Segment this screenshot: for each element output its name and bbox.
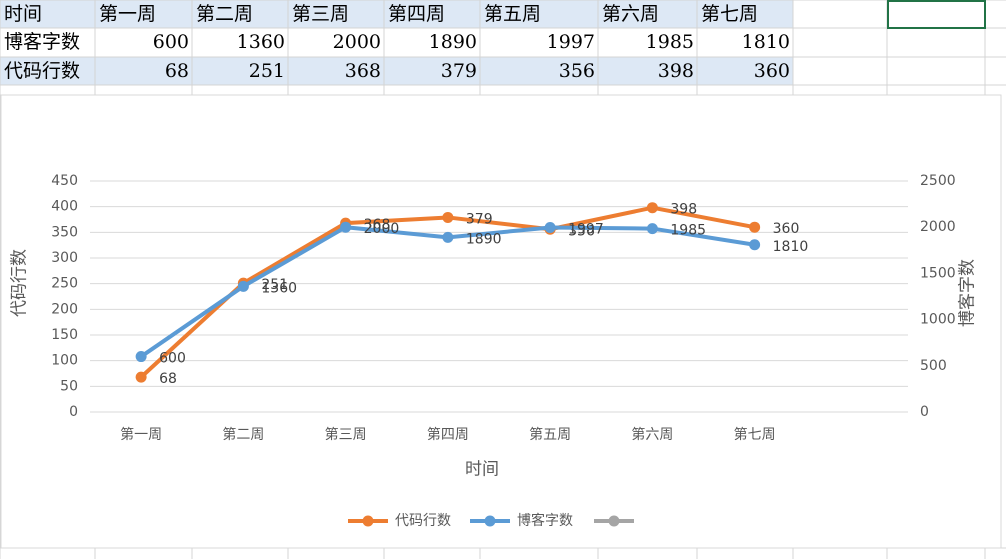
legend-marker — [362, 515, 374, 527]
data-label: 1810 — [773, 239, 809, 255]
number-cell: 1890 — [429, 31, 477, 53]
x-axis-title: 时间 — [465, 460, 499, 480]
y-tick-label: 450 — [51, 173, 78, 189]
data-point — [749, 221, 761, 233]
header-cell: 第一周 — [99, 3, 156, 25]
y-tick-label: 400 — [51, 199, 78, 215]
y-tick-label: 350 — [51, 224, 78, 240]
header-cell: 第五周 — [484, 3, 541, 25]
data-point — [646, 223, 658, 235]
y2-tick-label: 1500 — [920, 265, 956, 281]
header-band — [0, 0, 793, 28]
y2-axis-title: 博客字数 — [958, 259, 978, 327]
x-tick-label: 第二周 — [222, 426, 264, 443]
legend-label: 代码行数 — [395, 513, 451, 529]
selected-cell[interactable] — [887, 0, 986, 29]
data-label: 1985 — [670, 223, 706, 239]
y2-tick-label: 2500 — [920, 173, 956, 189]
number-cell: 2000 — [333, 31, 381, 53]
row-label: 代码行数 — [4, 60, 80, 82]
y-tick-label: 0 — [69, 404, 78, 420]
x-tick-label: 第七周 — [734, 426, 776, 443]
y-tick-label: 250 — [51, 276, 78, 292]
header-cell: 第六周 — [602, 3, 659, 25]
number-cell: 368 — [345, 60, 381, 82]
data-point — [135, 371, 147, 383]
data-point — [646, 202, 658, 214]
number-cell: 356 — [559, 60, 595, 82]
chart: 0 50 100 150 200 250 300 350 400 450 0 500 1000 1500 2… — [10, 173, 978, 529]
number-cell: 1997 — [547, 31, 595, 53]
y2-tick-label: 500 — [920, 358, 947, 374]
number-cell: 251 — [249, 60, 285, 82]
data-point — [442, 211, 454, 223]
row-label: 博客字数 — [4, 31, 80, 53]
x-tick-label: 第五周 — [529, 426, 571, 443]
number-cell: 1810 — [742, 31, 790, 53]
number-cell: 398 — [658, 60, 694, 82]
y2-tick-label: 2000 — [920, 219, 956, 235]
data-point — [237, 280, 249, 292]
header-cell: 第四周 — [388, 3, 445, 25]
data-label: 360 — [773, 221, 800, 237]
legend-marker — [608, 515, 620, 527]
data-label: 68 — [159, 371, 177, 387]
y-tick-label: 200 — [51, 301, 78, 317]
header-cell: 第三周 — [292, 3, 349, 25]
number-cell: 379 — [441, 60, 477, 82]
row-band — [0, 57, 793, 85]
number-cell: 1985 — [646, 31, 694, 53]
data-label: 600 — [159, 351, 186, 367]
legend-label: 博客字数 — [517, 512, 573, 529]
data-label: 398 — [670, 202, 697, 218]
data-label: 1360 — [261, 280, 297, 296]
data-label: 379 — [466, 211, 493, 227]
y2-tick-label: 0 — [920, 404, 929, 420]
y2-tick-label: 1000 — [920, 312, 956, 328]
y-tick-label: 150 — [51, 327, 78, 343]
data-point — [135, 351, 147, 363]
data-label: 251 — [261, 277, 288, 293]
y-tick-label: 100 — [51, 353, 78, 369]
legend-marker — [484, 515, 496, 527]
data-label: 1890 — [466, 231, 502, 247]
data-point — [544, 221, 556, 233]
number-cell: 1360 — [237, 31, 285, 53]
data-point — [442, 231, 454, 243]
chart-area[interactable] — [0, 94, 1002, 549]
x-tick-label: 第三周 — [325, 426, 367, 443]
x-tick-label: 第一周 — [120, 426, 162, 443]
header-cell: 时间 — [4, 3, 42, 25]
x-tick-label: 第四周 — [427, 426, 469, 443]
data-point — [340, 221, 352, 233]
data-point — [749, 239, 761, 251]
data-label: 2000 — [364, 221, 400, 237]
number-cell: 600 — [153, 31, 189, 53]
x-tick-label: 第六周 — [631, 426, 673, 443]
header-cell: 第二周 — [196, 3, 253, 25]
number-cell: 68 — [165, 60, 189, 82]
y-tick-label: 300 — [51, 250, 78, 266]
y-axis-title: 代码行数 — [10, 249, 30, 317]
y-tick-label: 50 — [60, 378, 78, 394]
data-label: 1997 — [568, 221, 604, 237]
header-cell: 第七周 — [701, 3, 758, 25]
number-cell: 360 — [754, 60, 790, 82]
